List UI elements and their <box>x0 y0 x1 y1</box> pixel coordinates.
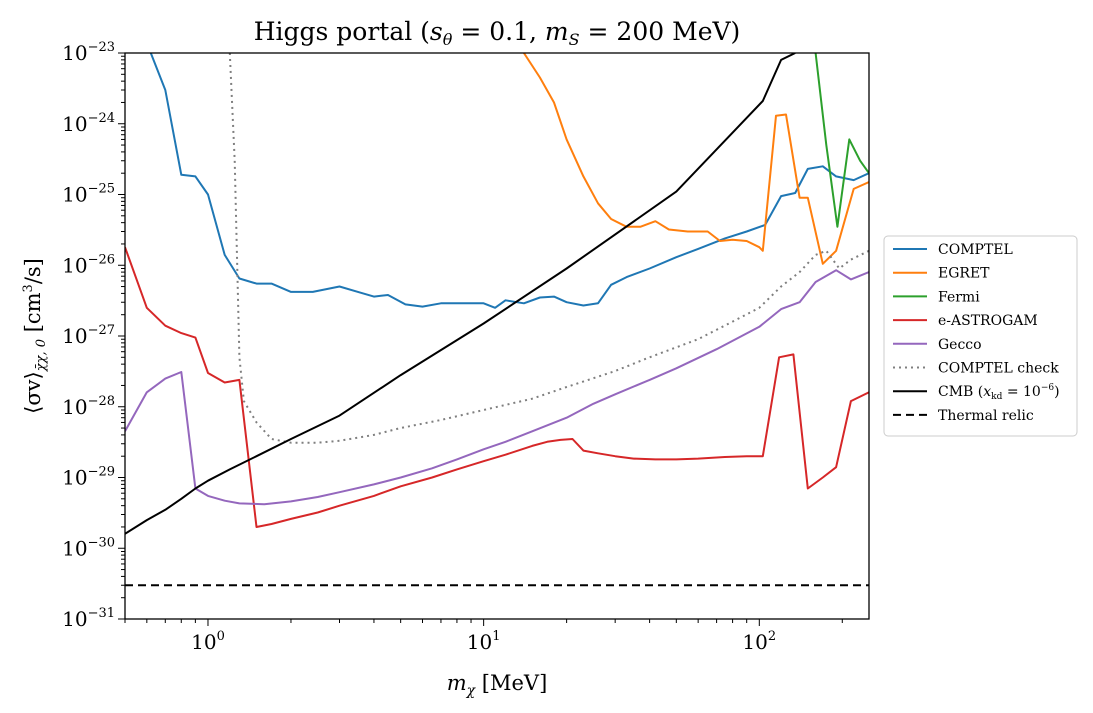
x-tick-label: 102 <box>742 629 776 654</box>
legend-label-egret: EGRET <box>938 266 990 282</box>
legend-label-comptel-check: COMPTEL check <box>938 361 1059 377</box>
y-tick-label: 10−25 <box>62 182 115 207</box>
series-comptel-check <box>228 53 869 444</box>
y-tick-label: 10−31 <box>62 606 115 631</box>
y-tick-label: 10−24 <box>62 111 115 136</box>
x-tick-label: 101 <box>467 629 501 654</box>
legend-box <box>883 235 1078 437</box>
legend-label-e-astrogam: e-ASTROGAM <box>938 313 1038 329</box>
y-tick-label: 10−27 <box>62 323 115 348</box>
series-gecco <box>125 269 869 506</box>
legend-label-cmb-x-kd-10-6: CMB (xkd = 10−6) <box>938 383 1060 402</box>
x-tick-label: 100 <box>191 629 225 654</box>
plot-frame <box>124 52 870 620</box>
y-tick-label: 10−30 <box>62 535 115 560</box>
y-axis-label: ⟨σv⟩χ̄χ, 0 [cm3/s] <box>21 258 49 414</box>
series-layer <box>125 53 869 587</box>
tick-layer: 100 101 102 10−31 10−30 10−29 10−28 10−27 10−26 1… <box>62 40 843 654</box>
legend: COMPTEL EGRET Fermi e-ASTROGAM Gecco COMPTEL … <box>883 235 1078 437</box>
legend-label-comptel: COMPTEL <box>938 242 1013 258</box>
series-cmb-x-kd-10-6 <box>125 53 796 535</box>
y-tick-label: 10−26 <box>62 252 115 277</box>
legend-label-fermi: Fermi <box>938 289 980 305</box>
y-tick-label: 10−29 <box>62 465 115 490</box>
series-egret <box>523 53 869 265</box>
chart-title: Higgs portal (sθ = 0.1, mS = 200 MeV) <box>254 17 741 49</box>
series-fermi <box>814 53 869 228</box>
legend-label-thermal-relic: Thermal relic <box>938 408 1034 424</box>
y-tick-label: 10−28 <box>62 394 115 419</box>
series-e-astrogam <box>125 246 869 528</box>
x-axis-label: mχ [MeV] <box>447 671 548 699</box>
series-comptel <box>149 53 869 309</box>
y-tick-label: 10−23 <box>62 40 115 65</box>
legend-label-gecco: Gecco <box>938 337 982 353</box>
